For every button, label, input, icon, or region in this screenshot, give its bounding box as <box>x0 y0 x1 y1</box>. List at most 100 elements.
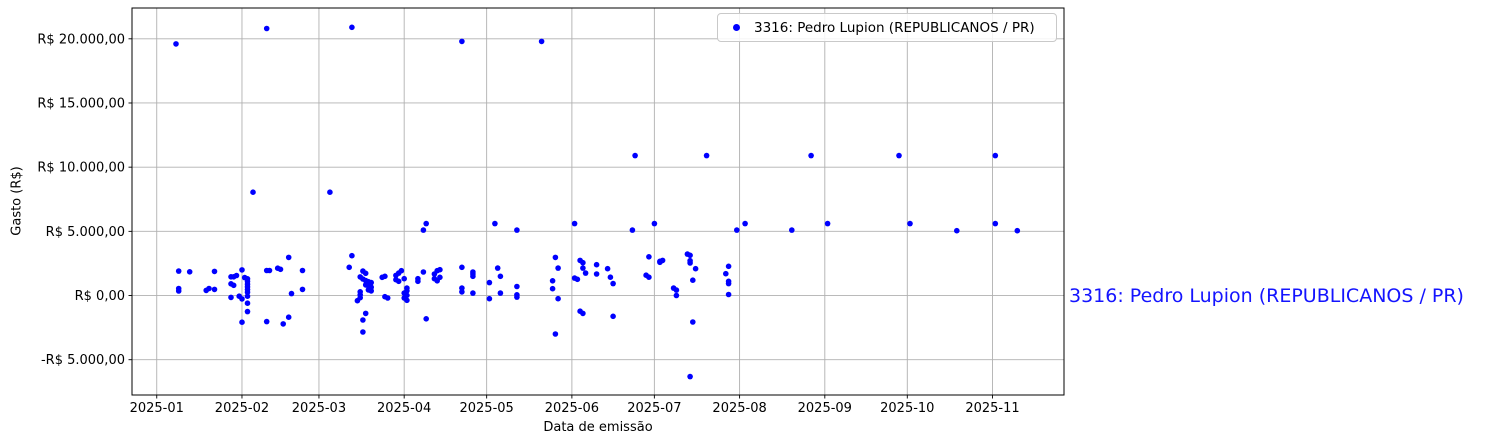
data-point <box>211 268 218 275</box>
y-tick-label: R$ 10.000,00 <box>37 161 125 176</box>
data-point <box>299 267 306 274</box>
data-point <box>492 220 498 227</box>
data-point <box>723 270 729 277</box>
data-point <box>549 278 556 284</box>
series-side-label: 3316: Pedro Lupion (REPUBLICANOS / PR) <box>1069 285 1464 307</box>
legend-marker-dot-icon <box>732 24 740 31</box>
data-point <box>459 264 465 271</box>
data-point <box>382 273 388 280</box>
y-tick-label: R$ 5.000,00 <box>46 225 125 240</box>
data-point <box>277 266 284 273</box>
data-point <box>404 288 410 294</box>
data-point <box>954 227 960 234</box>
x-tick-label: 2025-09 <box>798 401 852 416</box>
y-tick-label: R$ 15.000,00 <box>37 96 125 111</box>
data-point <box>299 286 306 293</box>
data-point <box>555 295 561 302</box>
data-point <box>244 300 251 307</box>
x-tick-label: 2025-08 <box>712 401 766 416</box>
x-tick-label: 2025-02 <box>215 401 269 416</box>
data-point <box>725 280 732 287</box>
data-point <box>789 227 795 233</box>
data-point <box>703 152 710 159</box>
data-point <box>346 264 353 271</box>
data-point <box>742 220 748 227</box>
data-point <box>280 321 287 327</box>
y-axis-title: Gasto (R$) <box>9 166 25 236</box>
data-point <box>580 265 586 271</box>
data-point <box>404 292 410 299</box>
plot-border <box>131 7 1065 396</box>
y-tick-label: R$ 0,00 <box>75 289 125 304</box>
data-point <box>514 294 520 300</box>
data-point <box>687 373 693 380</box>
x-tick-label: 2025-11 <box>965 401 1019 416</box>
data-point <box>186 269 193 275</box>
data-point <box>580 310 586 317</box>
data-point <box>555 265 561 271</box>
data-point <box>629 227 636 233</box>
data-point <box>673 292 680 299</box>
x-axis-title: Data de emissão <box>543 420 653 435</box>
data-point <box>360 329 366 335</box>
data-point <box>244 293 251 300</box>
y-tick-label: -R$ 5.000,00 <box>41 353 125 368</box>
data-point <box>175 268 182 274</box>
data-point <box>206 285 212 292</box>
x-tick-label: 2025-03 <box>292 401 346 416</box>
data-point <box>362 270 369 277</box>
data-point <box>610 280 616 287</box>
data-point <box>574 276 581 283</box>
data-point <box>423 220 430 227</box>
data-point <box>285 254 292 261</box>
data-point <box>368 279 375 286</box>
data-point <box>593 271 600 277</box>
data-point <box>593 261 600 268</box>
data-point <box>692 265 699 272</box>
data-point <box>734 227 740 233</box>
data-point <box>552 254 559 261</box>
data-point <box>992 220 999 227</box>
x-tick-label: 2025-04 <box>377 401 431 416</box>
data-point <box>327 189 333 195</box>
data-point <box>175 288 182 294</box>
data-point <box>673 287 680 293</box>
data-point <box>395 278 402 285</box>
data-point <box>459 38 465 45</box>
data-point <box>211 286 218 293</box>
data-point <box>687 252 693 259</box>
data-point <box>239 267 245 273</box>
data-point <box>494 265 501 271</box>
data-point <box>420 269 427 275</box>
data-point <box>497 290 504 296</box>
data-point <box>423 316 430 322</box>
data-point <box>384 295 391 301</box>
data-point <box>404 297 410 304</box>
data-point <box>349 24 355 31</box>
data-point <box>228 294 234 301</box>
data-point <box>360 317 366 323</box>
x-tick-label: 2025-01 <box>130 401 184 416</box>
data-point <box>632 152 638 159</box>
data-point <box>470 273 476 280</box>
data-point <box>285 314 292 321</box>
data-point <box>896 152 902 159</box>
data-point <box>610 313 616 320</box>
x-tick-label: 2025-05 <box>459 401 513 416</box>
x-tick-label: 2025-07 <box>627 401 681 416</box>
data-point <box>349 252 355 259</box>
legend-handle <box>718 24 754 31</box>
data-point <box>538 38 545 45</box>
data-point <box>514 227 520 233</box>
data-point <box>687 260 693 266</box>
data-point <box>244 308 251 315</box>
data-point <box>239 319 245 326</box>
data-point <box>368 288 375 294</box>
data-point <box>415 275 421 282</box>
data-point <box>725 263 732 270</box>
data-point <box>549 285 556 292</box>
data-point <box>233 272 240 279</box>
data-point <box>263 25 270 32</box>
